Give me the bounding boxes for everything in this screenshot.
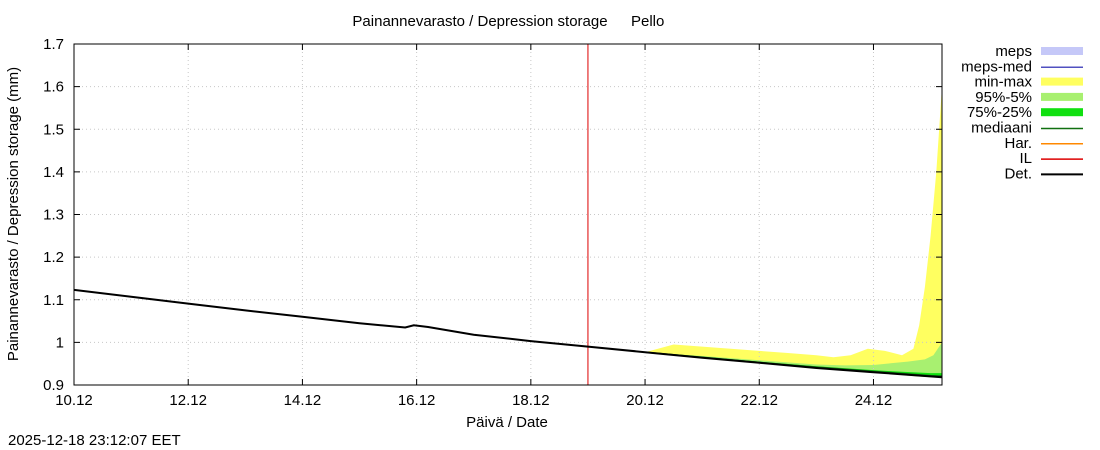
y-tick-label: 1.5 [43,121,64,138]
legend-label: 95%-5% [975,89,1032,106]
legend-label: mediaani [971,120,1032,137]
x-tick-label: 10.12 [55,392,93,409]
legend-label: IL [1019,150,1032,167]
x-tick-label: 12.12 [169,392,207,409]
x-axis-label: Päivä / Date [466,414,548,431]
legend: mepsmeps-medmin-max95%-5%75%-25%mediaani… [961,43,1083,182]
x-tick-label: 14.12 [284,392,322,409]
x-tick-label: 16.12 [398,392,436,409]
legend-swatch [1041,92,1083,101]
axis-ticks: 10.12 12.12 14.12 16.12 18.12 20.12 22.12 24.12… [43,36,942,409]
chart-location: Pello [631,13,664,30]
x-tick-label: 24.12 [855,392,893,409]
p95-5-band [645,342,942,378]
legend-label: Det. [1004,165,1032,182]
x-tick-label: 18.12 [512,392,550,409]
legend-label: meps [995,43,1032,60]
timestamp: 2025-12-18 23:12:07 EET [8,432,181,449]
series-lines [73,44,943,385]
y-tick-label: 1.6 [43,79,64,96]
y-tick-label: 1.4 [43,164,64,181]
det-line [73,288,943,379]
grid-lines [74,44,942,385]
y-tick-label: 1.7 [43,36,64,53]
y-tick-label: 0.9 [43,377,64,394]
plot-frame [73,43,943,386]
legend-label: min-max [974,74,1032,91]
forecast-bands [645,86,942,378]
y-tick-label: 1 [56,334,64,351]
legend-label: Har. [1004,135,1032,152]
y-tick-label: 1.1 [43,292,64,309]
y-axis-label: Painannevarasto / Depression storage (mm… [5,67,22,361]
legend-swatch [1041,108,1083,117]
legend-label: 75%-25% [967,104,1032,121]
x-tick-label: 22.12 [740,392,778,409]
legend-swatch [1041,77,1083,86]
min-max-band [645,86,942,378]
x-tick-label: 20.12 [626,392,664,409]
legend-label: meps-med [961,58,1032,75]
legend-swatch [1041,47,1083,55]
y-tick-label: 1.3 [43,207,64,224]
y-tick-label: 1.2 [43,249,64,266]
chart-title: Painannevarasto / Depression storage [352,13,607,30]
